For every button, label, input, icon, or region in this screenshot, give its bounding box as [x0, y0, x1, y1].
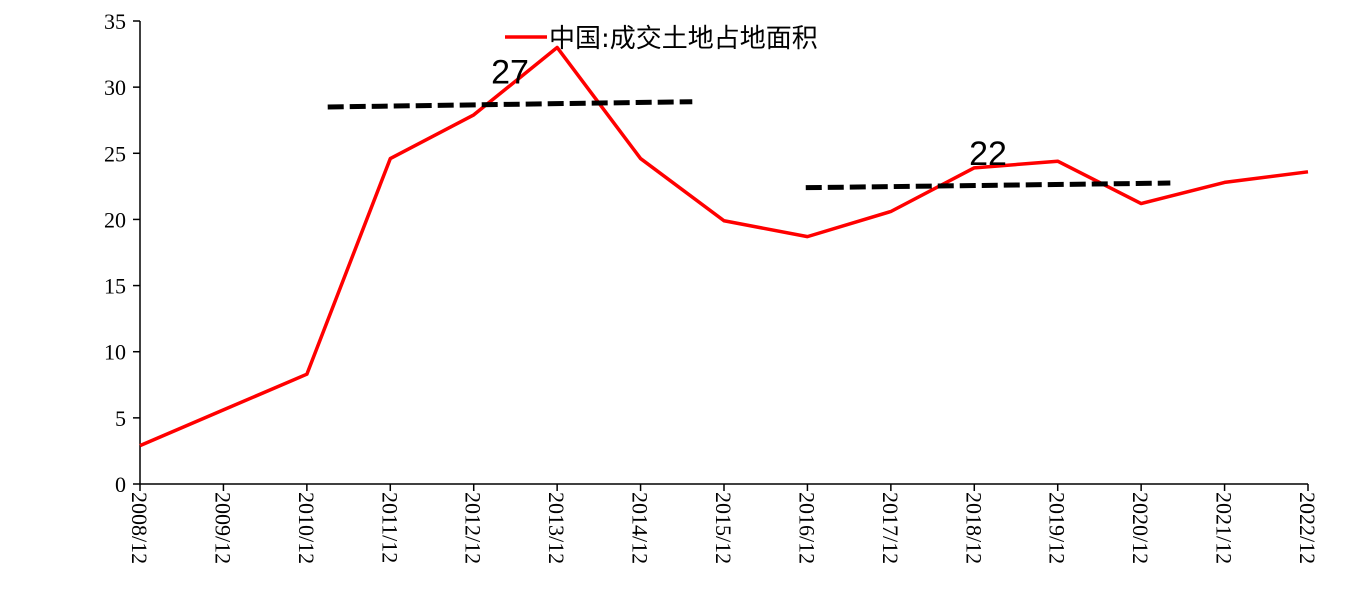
x-tick-label: 2012/12	[461, 492, 486, 564]
y-tick-label: 5	[115, 406, 126, 431]
x-tick-label: 2016/12	[794, 492, 819, 564]
y-tick-label: 30	[104, 75, 126, 100]
x-tick-label: 2009/12	[210, 492, 235, 564]
annotation-label: 27	[491, 54, 529, 92]
y-tick-label: 15	[104, 274, 126, 299]
y-tick-label: 25	[104, 141, 126, 166]
x-tick-label: 2010/12	[294, 492, 319, 564]
x-tick-label: 2022/12	[1295, 492, 1320, 564]
reference-line	[327, 99, 693, 110]
x-tick-label: 2020/12	[1128, 492, 1153, 564]
x-tick-label: 2021/12	[1212, 492, 1237, 564]
x-tick-label: 2011/12	[377, 492, 402, 563]
x-tick-label: 2017/12	[878, 492, 903, 564]
x-tick-label: 2019/12	[1045, 492, 1070, 564]
x-tick-label: 2018/12	[961, 492, 986, 564]
x-tick-label: 2014/12	[628, 492, 653, 564]
annotation-label: 22	[969, 135, 1007, 173]
y-tick-label: 10	[104, 340, 126, 365]
reference-line	[805, 180, 1171, 191]
y-tick-label: 35	[104, 9, 126, 34]
legend-label: 中国:成交土地占地面积	[549, 24, 818, 54]
y-tick-label: 0	[115, 472, 126, 497]
x-tick-label: 2013/12	[544, 492, 569, 564]
series-line	[139, 45, 1309, 448]
x-tick-label: 2008/12	[127, 492, 152, 564]
x-tick-label: 2015/12	[711, 492, 736, 564]
y-tick-label: 20	[104, 207, 126, 232]
